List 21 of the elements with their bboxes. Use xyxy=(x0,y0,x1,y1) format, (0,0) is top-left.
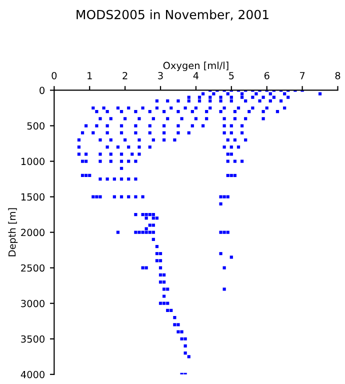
x-tick-label: 4 xyxy=(193,72,199,80)
x-tick-label: 7 xyxy=(300,72,305,80)
x-tick-label: 8 xyxy=(335,72,340,80)
x-axis-title: Oxygen [ml/l] xyxy=(163,62,228,72)
x-tick-label: 3 xyxy=(158,72,163,80)
chart-title: MODS2005 in November, 2001 xyxy=(76,10,268,21)
x-tick-label: 1 xyxy=(88,72,92,80)
x-tick-label: 0 xyxy=(52,72,57,80)
y-tick-label: 0 xyxy=(40,86,44,94)
x-tick-label: 2 xyxy=(122,72,128,80)
x-tick-label: 5 xyxy=(229,72,234,80)
y-tick-label: 3500 xyxy=(21,335,44,343)
y-tick-label: 3000 xyxy=(21,300,44,308)
y-tick-label: 1000 xyxy=(21,158,44,166)
y-tick-label: 2000 xyxy=(21,228,44,236)
y-axis-title: Depth [m] xyxy=(8,208,18,256)
y-tick-label: 2500 xyxy=(21,264,44,272)
y-tick-label: 500 xyxy=(27,122,44,130)
x-tick-label: 6 xyxy=(264,72,270,80)
y-tick-label: 1500 xyxy=(21,193,44,201)
y-tick-label: 4000 xyxy=(20,370,44,378)
